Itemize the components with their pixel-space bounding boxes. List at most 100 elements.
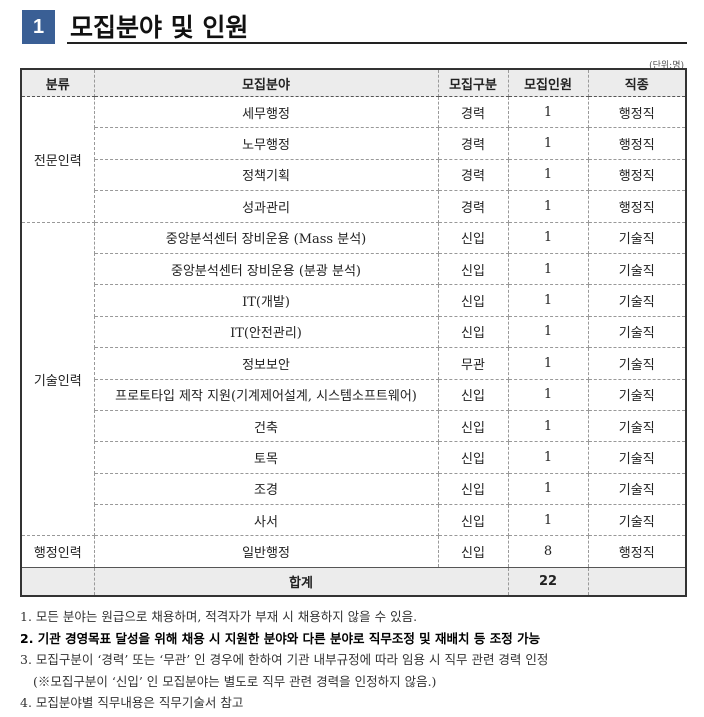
job-cell: 행정직 [587, 158, 687, 192]
table-row: 중앙분석센터 장비운용 (분광 분석) 신입 1 기술직 [21, 252, 687, 286]
header-job: 직종 [587, 68, 687, 97]
section-number-badge: 1 [22, 10, 55, 44]
type-cell: 신입 [437, 284, 509, 317]
notes: 1. 모든 분야는 원급으로 채용하며, 적격자가 부재 시 채용하지 않을 수… [20, 606, 548, 714]
count-cell: 1 [507, 95, 589, 129]
count-cell: 1 [507, 378, 589, 411]
count-cell: 1 [507, 315, 589, 349]
type-cell: 경력 [437, 127, 509, 160]
field-cell: 일반행정 [93, 535, 439, 568]
count-cell: 1 [507, 127, 589, 160]
type-cell: 신입 [437, 252, 509, 286]
table-row: 사서 신입 1 기술직 [21, 504, 687, 537]
job-cell: 행정직 [587, 190, 687, 223]
count-cell: 1 [507, 190, 589, 223]
count-cell: 1 [507, 441, 589, 474]
field-cell: IT(개발) [93, 284, 439, 317]
type-cell: 신입 [437, 221, 509, 254]
count-cell: 1 [507, 472, 589, 506]
field-cell: 성과관리 [93, 190, 439, 223]
field-cell: 정보보안 [93, 347, 439, 380]
job-cell: 기술직 [587, 441, 687, 474]
header-count: 모집인원 [507, 68, 589, 97]
field-cell: IT(안전관리) [93, 315, 439, 349]
field-cell: 조경 [93, 472, 439, 506]
count-cell: 1 [507, 252, 589, 286]
table-row: 노무행정 경력 1 행정직 [21, 127, 687, 160]
table-header-row: 분류 모집분야 모집구분 모집인원 직종 [20, 68, 687, 97]
field-cell: 노무행정 [93, 127, 439, 160]
field-cell: 중앙분석센터 장비운용 (분광 분석) [93, 252, 439, 286]
note-1: 1. 모든 분야는 원급으로 채용하며, 적격자가 부재 시 채용하지 않을 수… [20, 609, 418, 624]
count-cell: 1 [507, 284, 589, 317]
job-cell: 기술직 [587, 409, 687, 443]
table-row: 전문인력 세무행정 경력 1 행정직 [20, 95, 687, 223]
total-empty [20, 566, 95, 597]
table-row: 정책기획 경력 1 행정직 [21, 158, 687, 192]
note-3-sub: (※모집구분이 ‘신입’ 인 모집분야는 별도로 직무 관련 경력을 인정하지 … [33, 673, 437, 689]
job-cell: 기술직 [587, 284, 687, 317]
job-cell: 기술직 [587, 504, 687, 537]
job-cell: 행정직 [587, 127, 687, 160]
note-2: 2. 기관 경영목표 달성을 위해 채용 시 지원한 분야와 다른 분야로 직무… [20, 630, 541, 646]
type-cell: 경력 [437, 190, 509, 223]
category-cell: 행정인력 [20, 535, 95, 568]
table-row: 조경 신입 1 기술직 [21, 472, 687, 506]
field-cell: 건축 [93, 409, 439, 443]
category-cell: 기술인력 [20, 221, 95, 537]
table-row: 토목 신입 1 기술직 [21, 441, 687, 474]
field-cell: 중앙분석센터 장비운용 (Mass 분석) [93, 221, 439, 254]
type-cell: 신입 [437, 472, 509, 506]
job-cell: 행정직 [587, 95, 687, 129]
type-cell: 신입 [437, 504, 509, 537]
field-cell: 정책기획 [93, 158, 439, 192]
count-cell: 1 [507, 221, 589, 254]
field-cell: 토목 [93, 441, 439, 474]
type-cell: 무관 [437, 347, 509, 380]
table-row: 건축 신입 1 기술직 [21, 409, 687, 443]
field-cell: 세무행정 [93, 95, 439, 129]
section-title: 모집분야 및 인원 [70, 13, 249, 42]
type-cell: 신입 [437, 378, 509, 411]
count-cell: 1 [507, 504, 589, 537]
count-cell: 8 [507, 535, 589, 568]
total-empty-job [587, 566, 687, 597]
job-cell: 기술직 [587, 315, 687, 349]
table-row: IT(개발) 신입 1 기술직 [21, 284, 687, 317]
field-cell: 사서 [93, 504, 439, 537]
type-cell: 신입 [437, 441, 509, 474]
table-row: 기술인력 중앙분석센터 장비운용 (Mass 분석) 신입 1 기술직 [20, 221, 687, 537]
job-cell: 기술직 [587, 472, 687, 506]
job-cell: 기술직 [587, 378, 687, 411]
table-row: 정보보안 무관 1 기술직 [21, 347, 687, 380]
header-type: 모집구분 [437, 68, 509, 97]
type-cell: 신입 [437, 535, 509, 568]
header-category: 분류 [20, 68, 95, 97]
job-cell: 기술직 [587, 221, 687, 254]
total-row: 합계 22 [20, 566, 687, 597]
count-cell: 1 [507, 347, 589, 380]
type-cell: 신입 [437, 409, 509, 443]
category-cell: 전문인력 [20, 96, 95, 223]
note-3: 3. 모집구분이 ‘경력’ 또는 ‘무관’ 인 경우에 한하여 기관 내부규정에… [20, 652, 549, 667]
unit-label: (단위:명) [649, 61, 684, 71]
note-4: 4. 모집분야별 직무내용은 직무기술서 참고 [20, 695, 244, 710]
type-cell: 경력 [437, 158, 509, 192]
table-row: 성과관리 경력 1 행정직 [21, 190, 687, 223]
type-cell: 경력 [437, 95, 509, 129]
recruitment-table: 분류 모집분야 모집구분 모집인원 직종 전문인력 세무행정 경력 1 행정직 노무행정 경… [20, 68, 687, 597]
count-cell: 1 [507, 409, 589, 443]
job-cell: 행정직 [587, 535, 687, 568]
header-field: 모집분야 [93, 68, 439, 97]
total-label: 합계 [93, 566, 509, 597]
type-cell: 신입 [437, 315, 509, 349]
count-cell: 1 [507, 158, 589, 192]
job-cell: 기술직 [587, 252, 687, 286]
field-cell: 프로토타입 제작 지원(기계제어설계, 시스템소프트웨어) [93, 378, 439, 411]
table-row: 행정인력 일반행정 신입 8 행정직 [20, 535, 687, 568]
title-underline [67, 42, 687, 44]
job-cell: 기술직 [587, 347, 687, 380]
table-row: IT(안전관리) 신입 1 기술직 [21, 315, 687, 349]
table-row: 프로토타입 제작 지원(기계제어설계, 시스템소프트웨어) 신입 1 기술직 [21, 378, 687, 411]
total-value: 22 [507, 566, 589, 597]
